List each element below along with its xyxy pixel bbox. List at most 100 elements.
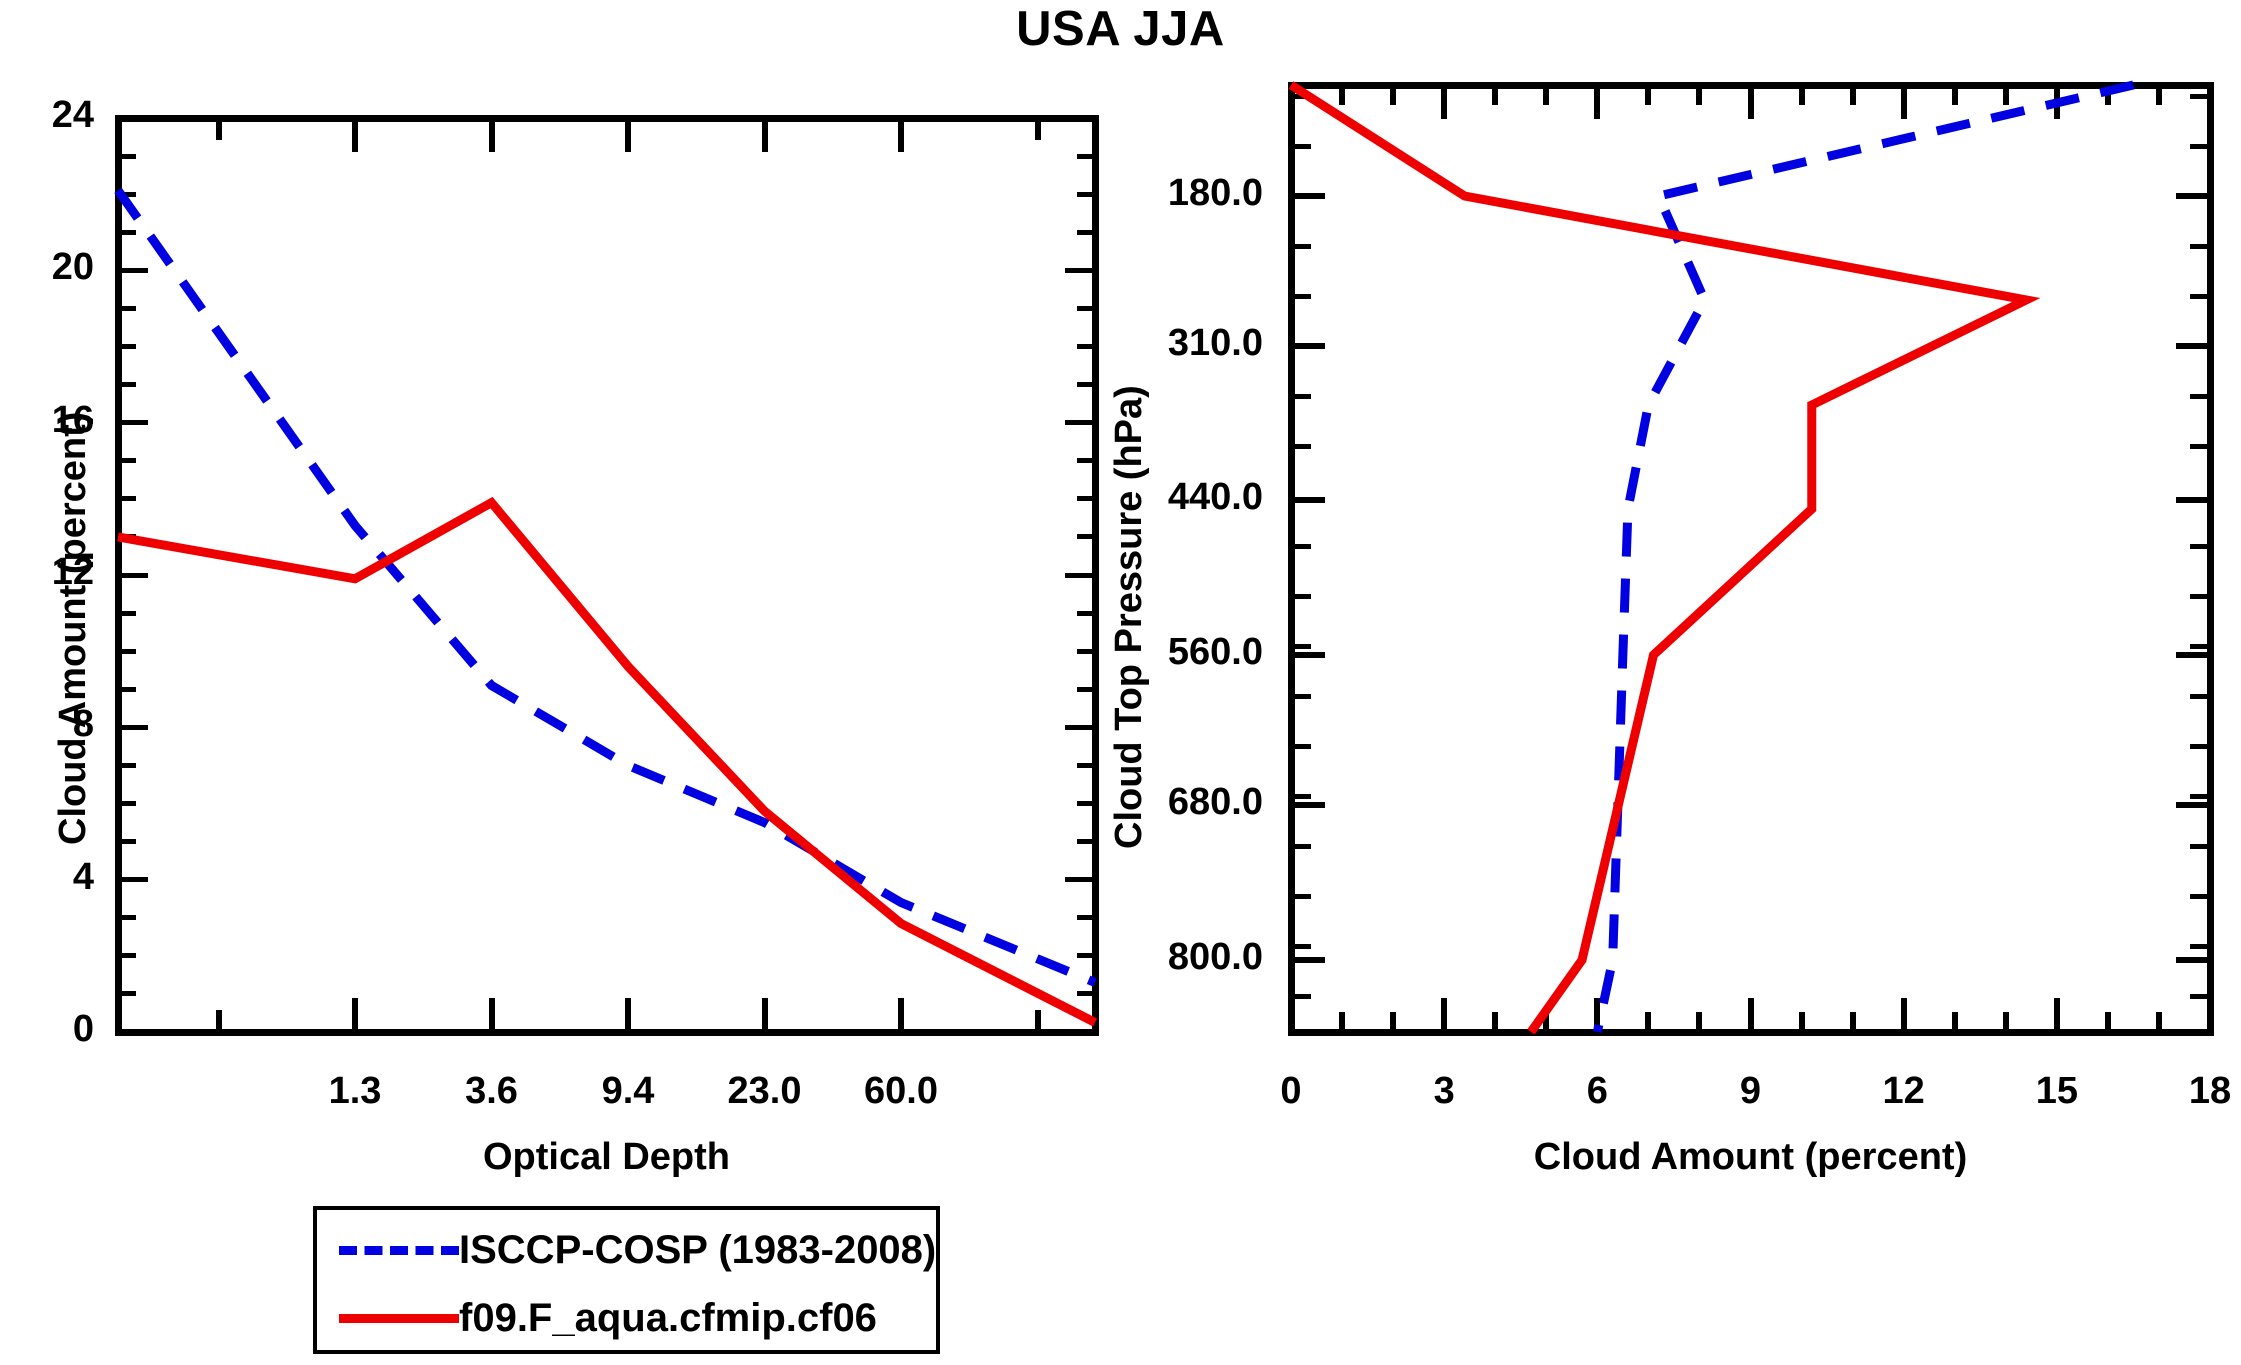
right-plot-xtick bbox=[1543, 1012, 1550, 1032]
right-plot-ytick-minor-right bbox=[2190, 443, 2210, 449]
right-plot-xaxis-title: Cloud Amount (percent) bbox=[1533, 1136, 1968, 1178]
left-plot-ytick-right bbox=[1077, 953, 1095, 959]
left-plot-ytick-right bbox=[1077, 153, 1095, 159]
right-plot-axis-right bbox=[2206, 81, 2214, 1036]
right-plot-xtick bbox=[2002, 1012, 2009, 1032]
right-plot-ytick-minor bbox=[1291, 943, 1311, 949]
right-plot-ytick-right bbox=[2176, 957, 2210, 963]
right-plot-ytick bbox=[1291, 343, 1325, 349]
left-plot-xtick-top bbox=[215, 118, 222, 140]
right-plot-ytick-minor bbox=[1291, 593, 1311, 599]
right-plot-series-model bbox=[1288, 81, 2041, 1035]
left-plot-ytick bbox=[118, 1029, 148, 1035]
left-plot-xtick-top bbox=[352, 118, 358, 152]
left-plot-ytick bbox=[118, 496, 136, 502]
left-plot-xtick-label: 23.0 bbox=[727, 1070, 802, 1112]
right-plot-ytick bbox=[1291, 652, 1325, 658]
left-plot-xtick-label: 3.6 bbox=[465, 1070, 518, 1112]
left-plot-ytick bbox=[118, 344, 136, 349]
right-plot-ytick-minor bbox=[1291, 293, 1311, 299]
right-plot-ytick-minor bbox=[1291, 693, 1311, 699]
left-plot-ytick-right bbox=[1077, 762, 1095, 768]
right-plot-ytick-minor bbox=[1291, 543, 1311, 549]
left-plot-xtick-label: 9.4 bbox=[601, 1070, 655, 1112]
right-plot-xtick bbox=[1492, 1012, 1499, 1032]
right-plot-xtick bbox=[1798, 1012, 1805, 1032]
left-plot-xtick bbox=[761, 998, 768, 1032]
right-plot-ytick-right bbox=[2176, 193, 2210, 199]
left-plot-xtick-top bbox=[625, 118, 631, 152]
right-plot-ytick-minor-right bbox=[2190, 993, 2210, 999]
right-plot-xtick bbox=[1747, 998, 1754, 1032]
right-plot-xtick-top bbox=[2002, 85, 2009, 105]
left-plot-ytick bbox=[118, 915, 136, 921]
right-plot-xtick bbox=[1645, 1012, 1652, 1032]
page-title: USA JJA bbox=[1016, 2, 1225, 56]
right-plot-ytick-minor-right bbox=[2190, 793, 2210, 799]
left-plot-ytick bbox=[118, 610, 136, 616]
right-plot-ytick-minor bbox=[1291, 243, 1311, 249]
left-plot-ytick-right bbox=[1077, 382, 1095, 388]
right-plot-xtick-label: 9 bbox=[1739, 1070, 1762, 1112]
left-plot-ytick-right bbox=[1077, 686, 1095, 692]
right-plot-xtick-top bbox=[1390, 85, 1397, 105]
left-plot-ytick-right bbox=[1077, 496, 1095, 502]
left-plot-ytick bbox=[118, 724, 148, 730]
right-plot-xtick-top bbox=[1696, 85, 1703, 105]
left-plot-xtick-top bbox=[898, 118, 904, 152]
right-plot-ytick-right bbox=[2176, 652, 2210, 658]
left-plot-ytick bbox=[118, 458, 136, 464]
left-plot-axis-bottom bbox=[114, 1028, 1099, 1036]
right-plot-ytick bbox=[1291, 193, 1325, 199]
left-plot-ytick bbox=[118, 877, 148, 883]
left-plot-series-model bbox=[117, 496, 1098, 1027]
left-plot-ytick bbox=[118, 648, 136, 654]
right-plot-ytick-right bbox=[2176, 343, 2210, 349]
right-plot-xtick-top bbox=[1492, 85, 1499, 105]
legend-label-isccp: ISCCP-COSP (1983-2008) bbox=[459, 1228, 937, 1272]
right-plot-series-isccp bbox=[1592, 80, 2135, 1033]
right-plot-ytick-minor-right bbox=[2190, 943, 2210, 949]
left-plot-ytick-right bbox=[1065, 877, 1095, 883]
left-plot-ytick bbox=[118, 762, 136, 768]
left-plot-axis-top bbox=[114, 114, 1099, 122]
right-plot-xtick-top bbox=[2155, 85, 2162, 105]
left-plot-ytick bbox=[118, 382, 136, 388]
left-plot-ytick bbox=[118, 153, 136, 159]
left-plot-ytick-right bbox=[1077, 610, 1095, 616]
right-plot-xtick bbox=[1951, 1012, 1958, 1032]
left-plot-ytick-right bbox=[1077, 344, 1095, 349]
left-plot-ytick bbox=[118, 801, 136, 806]
right-plot-ytick-minor-right bbox=[2190, 743, 2210, 749]
left-plot-ytick-label: 12 bbox=[51, 551, 94, 593]
right-plot-ytick-minor bbox=[1291, 993, 1311, 999]
right-plot-ytick-label: 180.0 bbox=[1167, 172, 1263, 214]
left-plot-xtick-label: 1.3 bbox=[328, 1070, 382, 1112]
right-plot-xtick-label: 6 bbox=[1586, 1070, 1608, 1112]
right-plot-xtick-top bbox=[1594, 85, 1601, 119]
right-plot-ytick-minor-right bbox=[2190, 293, 2210, 299]
left-plot-ytick-right bbox=[1065, 267, 1095, 273]
left-plot-ytick bbox=[118, 115, 148, 121]
right-plot-xtick bbox=[1900, 998, 1907, 1032]
right-plot-ytick-minor bbox=[1291, 743, 1311, 749]
left-plot-ytick-right bbox=[1077, 648, 1095, 654]
left-plot-xtick-top bbox=[488, 118, 495, 152]
right-plot-ytick-minor-right bbox=[2190, 843, 2210, 849]
left-plot-ytick-right bbox=[1077, 458, 1095, 464]
left-plot-ytick bbox=[118, 839, 136, 845]
left-plot-ytick bbox=[118, 267, 148, 273]
right-plot-ytick-minor bbox=[1291, 893, 1311, 899]
right-plot-ytick-minor bbox=[1291, 393, 1311, 399]
left-plot-xtick-top bbox=[761, 118, 768, 152]
right-plot-ytick-minor bbox=[1291, 793, 1311, 799]
right-plot-ytick-minor bbox=[1291, 143, 1311, 149]
right-plot-xtick bbox=[2207, 998, 2213, 1032]
right-plot-ytick-right bbox=[2176, 802, 2210, 808]
left-plot-ytick-right bbox=[1077, 915, 1095, 921]
left-plot-ytick bbox=[118, 686, 136, 692]
right-plot-ytick-minor-right bbox=[2190, 593, 2210, 599]
left-plot-ytick-right bbox=[1065, 724, 1095, 730]
left-plot-ytick bbox=[118, 991, 136, 997]
